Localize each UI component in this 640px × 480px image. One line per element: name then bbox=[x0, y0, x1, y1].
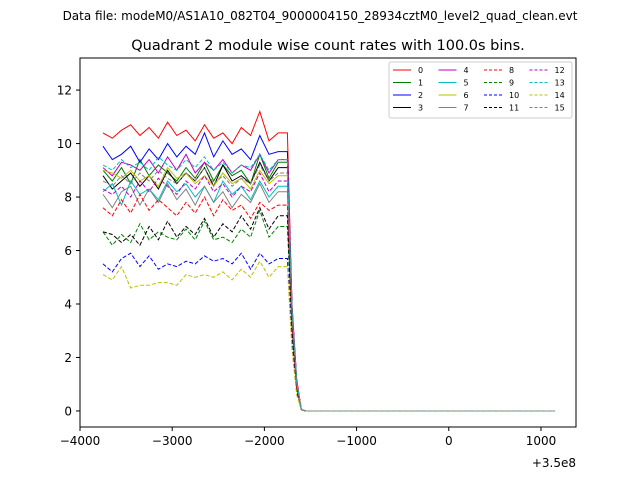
series-line-8 bbox=[102, 193, 555, 412]
legend-label-7: 7 bbox=[464, 104, 469, 113]
series-group bbox=[102, 109, 555, 412]
series-line-9 bbox=[102, 208, 555, 412]
series-line-3 bbox=[102, 161, 555, 412]
legend-label-11: 11 bbox=[509, 104, 519, 113]
legend-label-4: 4 bbox=[464, 66, 469, 75]
y-axis: 0 2 4 6 8 10 12 bbox=[57, 84, 80, 418]
legend-label-10: 10 bbox=[509, 91, 519, 100]
legend-label-2: 2 bbox=[418, 91, 423, 100]
series-line-6 bbox=[102, 166, 555, 412]
legend-label-3: 3 bbox=[418, 104, 423, 113]
series-line-13 bbox=[102, 153, 555, 412]
y-tick-label: 2 bbox=[64, 351, 72, 365]
x-offset-label: +3.5e8 bbox=[532, 456, 576, 470]
series-line-0 bbox=[102, 109, 555, 412]
series-line-7 bbox=[102, 182, 555, 412]
legend-label-6: 6 bbox=[464, 91, 469, 100]
legend-label-14: 14 bbox=[555, 91, 565, 100]
legend-label-5: 5 bbox=[464, 79, 469, 88]
legend-label-8: 8 bbox=[509, 66, 514, 75]
y-tick-label: 0 bbox=[64, 404, 72, 418]
y-tick-label: 6 bbox=[64, 244, 72, 258]
legend-label-1: 1 bbox=[418, 79, 423, 88]
series-line-15 bbox=[102, 163, 555, 412]
legend-label-15: 15 bbox=[555, 104, 565, 113]
x-tick-label: −3000 bbox=[152, 434, 193, 448]
series-line-4 bbox=[102, 153, 555, 412]
suptitle: Data file: modeM0/AS1A10_082T04_90000041… bbox=[63, 9, 578, 23]
series-line-14 bbox=[102, 260, 555, 412]
series-line-5 bbox=[102, 179, 555, 412]
x-axis: −4000 −3000 −2000 −1000 0 1000 bbox=[60, 427, 557, 448]
x-tick-label: −1000 bbox=[336, 434, 377, 448]
y-tick-label: 10 bbox=[57, 137, 72, 151]
x-tick-label: 0 bbox=[445, 434, 453, 448]
series-line-1 bbox=[102, 152, 555, 412]
plot-area bbox=[79, 57, 577, 428]
series-line-10 bbox=[102, 252, 555, 412]
axes-frame bbox=[79, 57, 577, 428]
y-tick-label: 8 bbox=[64, 191, 72, 205]
legend-label-13: 13 bbox=[555, 79, 565, 88]
x-tick-label: −2000 bbox=[244, 434, 285, 448]
chart-title: Quadrant 2 module wise count rates with … bbox=[131, 38, 525, 54]
legend-label-9: 9 bbox=[509, 79, 514, 88]
series-line-12 bbox=[102, 171, 555, 412]
legend-box bbox=[388, 61, 573, 119]
y-tick-label: 12 bbox=[57, 84, 72, 98]
legend-label-12: 12 bbox=[555, 66, 565, 75]
legend-label-0: 0 bbox=[418, 66, 423, 75]
x-tick-label: 1000 bbox=[526, 434, 557, 448]
y-tick-label: 4 bbox=[64, 298, 72, 312]
x-tick-label: −4000 bbox=[60, 434, 101, 448]
